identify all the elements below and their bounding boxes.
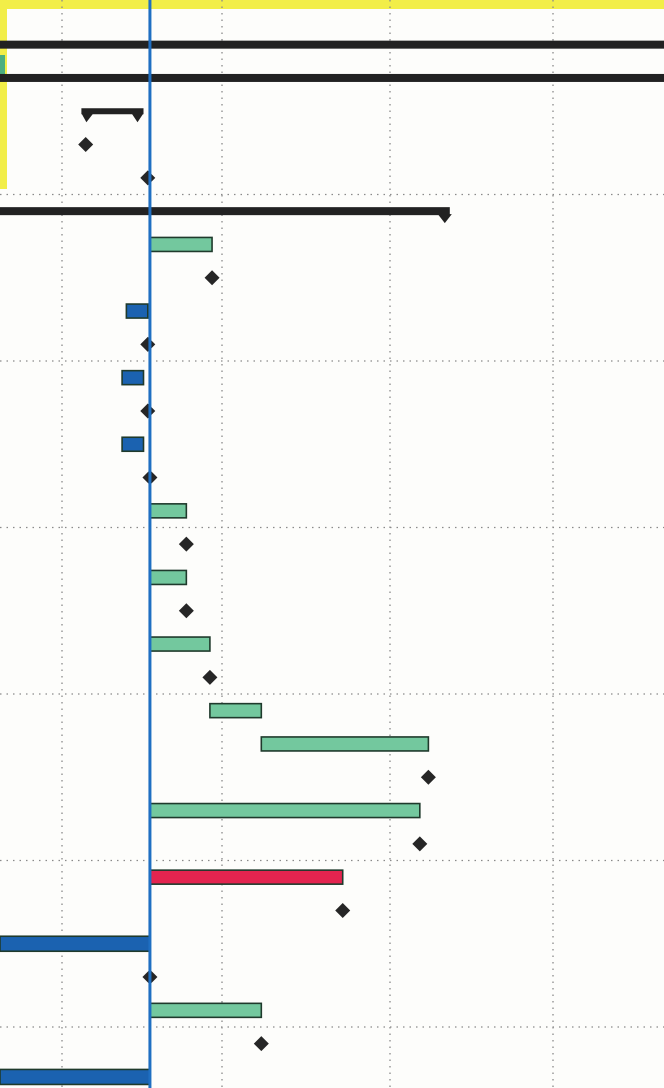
task-bar-row-17	[149, 569, 188, 586]
summary-bar-row-1	[0, 40, 664, 49]
header-band	[0, 0, 664, 9]
task-bar-row-22	[260, 736, 430, 752]
task-bar-row-11	[121, 369, 145, 386]
summary-bar-row-2	[0, 73, 664, 82]
milestone-marker-row-10	[140, 336, 156, 352]
task-bar-row-21	[209, 702, 263, 719]
milestone-marker-row-5	[140, 170, 156, 186]
task-bar-row-15	[149, 503, 188, 519]
task-bar-row-19	[149, 636, 211, 652]
left-header-strip	[0, 9, 7, 189]
task-bar-row-30	[149, 1002, 263, 1019]
summary-bar-row-6	[0, 207, 450, 216]
milestone-marker-row-12	[140, 403, 156, 419]
task-bar-row-26	[149, 869, 344, 885]
task-bar-row-28	[0, 935, 151, 953]
milestone-marker-row-31	[253, 1036, 269, 1052]
task-bar-row-24	[149, 802, 421, 819]
task-bar-row-7	[149, 236, 213, 253]
task-bar-row-32	[0, 1068, 151, 1086]
summary-bracket-end-row-3	[131, 113, 144, 123]
left-row-tab	[0, 55, 5, 77]
milestone-marker-row-20	[202, 669, 218, 685]
chart-bars	[0, 40, 664, 1086]
milestone-marker-row-25	[412, 836, 428, 852]
milestone-marker-row-18	[178, 603, 194, 619]
task-bar-row-9	[125, 303, 149, 319]
summary-bracket-row-3	[81, 108, 144, 115]
chart-background	[0, 0, 664, 189]
summary-bar-end-row-6	[437, 214, 452, 224]
milestone-marker-row-16	[178, 536, 194, 552]
milestone-marker-row-27	[335, 902, 351, 918]
milestone-marker-row-23	[420, 769, 436, 785]
milestone-marker-row-8	[204, 270, 220, 286]
task-bar-row-13	[121, 436, 145, 453]
milestone-marker-row-4	[78, 137, 94, 153]
summary-bracket-start-row-3	[81, 113, 94, 123]
